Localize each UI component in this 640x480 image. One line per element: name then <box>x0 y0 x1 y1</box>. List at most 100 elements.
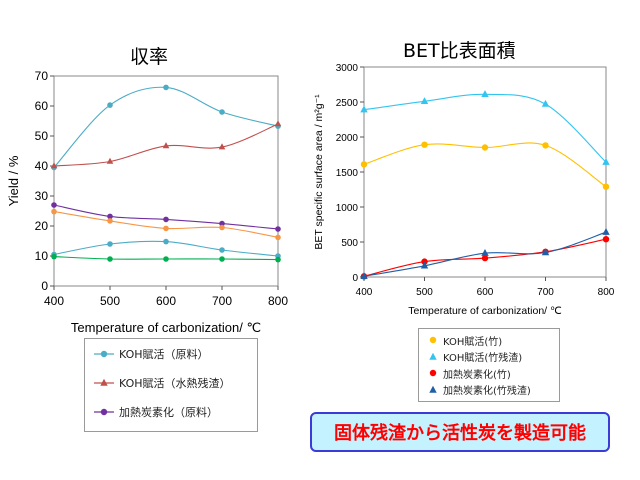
data-point <box>275 234 281 241</box>
y-tick-label: 40 <box>35 159 49 173</box>
data-point <box>541 99 550 107</box>
data-point <box>51 202 57 208</box>
data-point <box>602 158 610 165</box>
data-point <box>542 142 549 149</box>
x-tick-label: 600 <box>477 287 494 298</box>
legend-label: 加熱炭素化(竹残渣) <box>443 386 531 397</box>
legend-swatch <box>94 408 114 416</box>
legend-swatch <box>429 385 437 393</box>
legend-marker <box>100 350 108 358</box>
legend-swatch <box>429 352 437 360</box>
legend-swatch <box>429 369 437 377</box>
data-point <box>162 142 170 149</box>
data-point <box>602 236 610 243</box>
legend-label: 加熱炭素化(竹) <box>443 369 511 381</box>
legend-marker <box>429 336 437 344</box>
x-tick-label: 500 <box>416 287 433 298</box>
data-point <box>107 218 113 224</box>
data-point <box>360 161 368 168</box>
data-point <box>219 224 225 231</box>
legend-marker <box>100 378 108 386</box>
series-line <box>363 93 607 163</box>
data-point <box>50 162 58 169</box>
legend-item: KOH賦活(竹) <box>427 333 503 348</box>
x-tick-label: 700 <box>212 294 232 308</box>
x-axis-label: Temperature of carbonization/ ℃ <box>71 320 261 335</box>
legend-item: KOH賦活（原料） <box>93 347 209 361</box>
y-tick-label: 2000 <box>336 133 359 144</box>
data-point <box>107 102 113 108</box>
data-point <box>420 261 429 269</box>
data-point <box>219 220 225 227</box>
legend-swatch <box>429 336 437 344</box>
data-point <box>602 228 610 235</box>
legend-item: KOH賦活（水熱残渣） <box>93 376 231 390</box>
x-tick-label: 700 <box>537 287 554 298</box>
data-point <box>421 258 428 265</box>
data-point <box>421 141 428 148</box>
x-axis-label: Temperature of carbonization/ ℃ <box>408 305 562 317</box>
data-point <box>360 272 368 279</box>
data-point <box>218 143 226 150</box>
legend-marker <box>100 408 108 416</box>
x-tick-label: 600 <box>156 294 176 308</box>
legend-marker <box>429 369 437 377</box>
legend-label: KOH賦活(竹) <box>443 336 503 348</box>
legend-swatch <box>94 378 114 386</box>
data-point <box>107 241 113 247</box>
y-tick-label: 10 <box>35 249 49 263</box>
x-tick-label: 500 <box>100 294 120 308</box>
data-point <box>107 256 113 262</box>
legend-item: KOH賦活(竹残渣) <box>427 350 522 364</box>
data-point <box>219 109 225 115</box>
legend-label: KOH賦活（水熱残渣） <box>119 377 231 390</box>
data-point <box>481 249 489 256</box>
y-tick-label: 1000 <box>336 203 359 214</box>
x-tick-label: 800 <box>598 287 615 298</box>
data-point <box>481 254 489 262</box>
legend-label: 加熱炭素化（原料） <box>119 406 218 419</box>
y-tick-label: 70 <box>35 69 49 83</box>
y-tick-label: 500 <box>341 238 358 249</box>
data-point <box>163 225 169 232</box>
data-point <box>360 105 368 113</box>
data-point <box>219 256 225 262</box>
data-point <box>275 256 281 263</box>
y-tick-label: 60 <box>35 99 49 113</box>
y-tick-label: 3000 <box>336 63 359 74</box>
x-tick-label: 400 <box>356 287 373 298</box>
yield-chart-title: 収率 <box>130 46 169 68</box>
data-point <box>163 216 169 223</box>
data-point <box>106 157 114 164</box>
data-point <box>163 84 169 91</box>
data-point <box>602 183 610 190</box>
legend-item: 加熱炭素化（原料） <box>93 405 218 419</box>
data-point <box>163 238 169 245</box>
y-axis-label: BET specific surface area / m²g⁻¹ <box>313 94 325 250</box>
data-point <box>51 208 57 215</box>
legend-swatch <box>94 350 114 358</box>
y-tick-label: 1500 <box>336 168 359 179</box>
y-tick-label: 0 <box>352 273 358 284</box>
yield-chart-legend: KOH賦活（原料） KOH賦活（水熱残渣） 加熱炭素化（原料） <box>84 338 258 432</box>
y-tick-label: 50 <box>35 129 49 143</box>
data-point <box>275 226 281 232</box>
x-tick-label: 800 <box>268 294 288 308</box>
conclusion-banner: 固体残渣から活性炭を製造可能 <box>310 412 610 452</box>
y-tick-label: 20 <box>35 219 49 233</box>
legend-label: KOH賦活(竹残渣) <box>443 353 523 364</box>
legend-item: 加熱炭素化(竹) <box>427 366 511 381</box>
data-point <box>107 213 113 220</box>
data-point <box>481 144 489 151</box>
data-point <box>481 90 489 97</box>
y-tick-label: 2500 <box>336 98 359 109</box>
legend-marker <box>429 385 437 393</box>
data-point <box>274 120 282 127</box>
data-point <box>219 247 225 253</box>
bet-chart-title: BET比表面積 <box>403 40 516 62</box>
data-point <box>420 97 429 104</box>
y-tick-label: 0 <box>41 279 48 293</box>
data-point <box>51 253 57 260</box>
